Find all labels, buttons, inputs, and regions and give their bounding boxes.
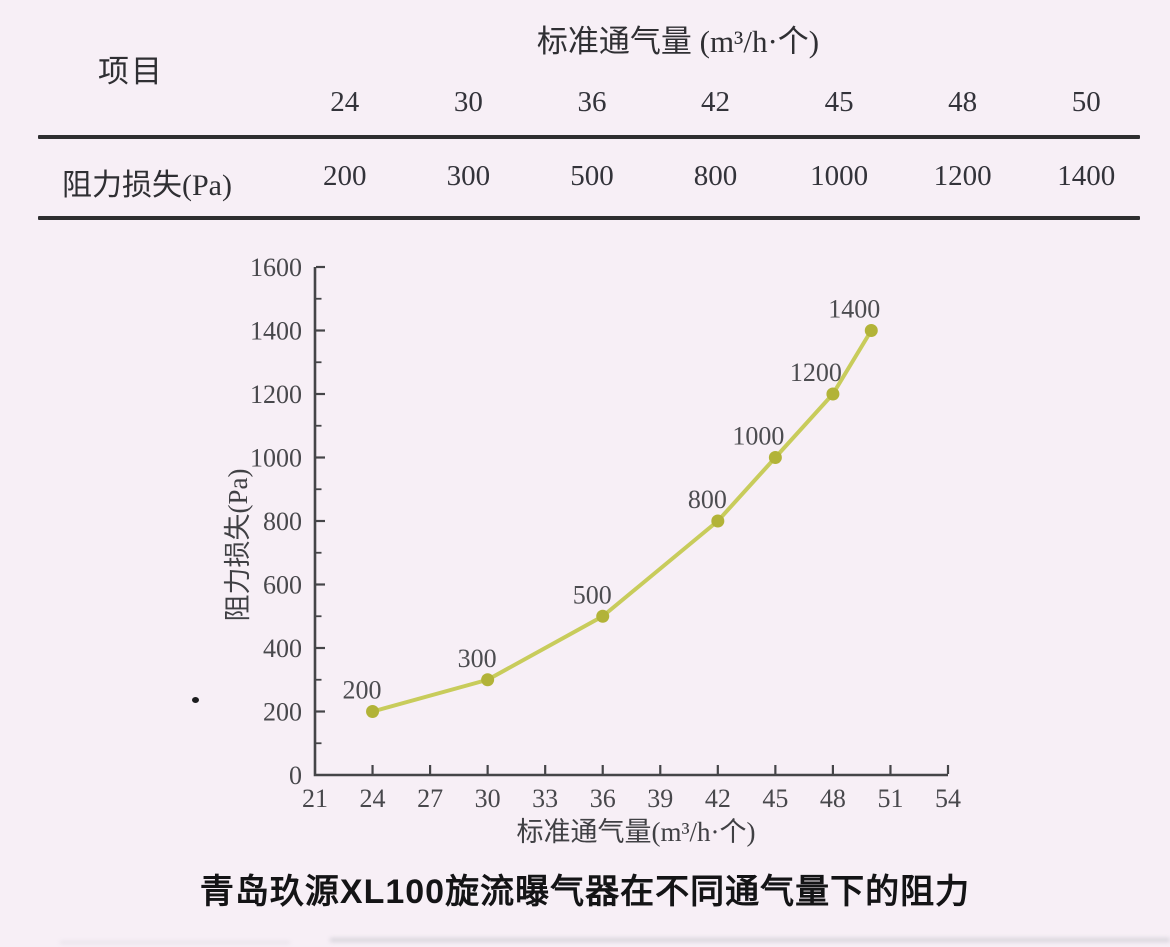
data-point — [711, 514, 725, 528]
scan-speck — [192, 697, 199, 703]
data-point — [481, 673, 495, 687]
y-tick-label: 1200 — [250, 380, 302, 409]
x-tick-label: 24 — [360, 784, 386, 813]
x-tick-label: 48 — [820, 784, 846, 813]
flow-value: 45 — [824, 86, 854, 118]
y-tick-label: 1400 — [250, 317, 302, 346]
flow-value: 24 — [330, 86, 360, 118]
data-point — [366, 705, 380, 718]
point-label: 1200 — [790, 358, 842, 387]
x-tick-label: 33 — [532, 784, 558, 813]
loss-value: 1200 — [933, 160, 992, 192]
x-axis-title: 标准通气量(m³/h·个) — [516, 817, 755, 847]
data-point — [826, 387, 840, 401]
loss-value: 300 — [446, 160, 491, 192]
loss-values-row: 200 300 500 800 1000 1200 1400 — [283, 160, 1148, 193]
loss-value: 800 — [693, 160, 738, 192]
loss-value: 1400 — [1057, 160, 1116, 192]
table-item-header: 项目 — [98, 54, 164, 89]
table-group-header: 标准通气量 (m³/h·个) — [536, 24, 820, 59]
point-label: 1000 — [732, 422, 784, 451]
x-tick-label: 27 — [417, 784, 443, 813]
data-point — [768, 451, 782, 464]
table-rule-top — [38, 135, 1140, 139]
point-label: 200 — [343, 676, 382, 705]
x-tick-label: 21 — [302, 784, 328, 813]
x-tick-label: 42 — [705, 784, 731, 813]
x-tick-label: 54 — [935, 784, 961, 813]
x-tick-label: 39 — [647, 784, 673, 813]
y-tick-label: 1000 — [250, 444, 302, 473]
data-point — [864, 324, 878, 337]
x-tick-label: 45 — [762, 784, 788, 813]
x-tick-label: 36 — [590, 784, 616, 813]
y-axis-title: 阻力损失(Pa) — [223, 469, 253, 622]
flow-value: 30 — [453, 86, 483, 118]
y-tick-label: 200 — [263, 698, 302, 727]
point-label: 1400 — [828, 295, 880, 324]
flow-values-row: 24 30 36 42 45 48 50 — [283, 86, 1148, 119]
y-tick-label: 800 — [263, 507, 302, 536]
table-rule-bottom — [38, 216, 1140, 220]
scan-streak — [60, 941, 290, 944]
point-label: 500 — [573, 580, 612, 609]
flow-value: 42 — [701, 86, 731, 118]
loss-value: 500 — [570, 160, 614, 192]
figure-caption: 青岛玖源XL100旋流曝气器在不同通气量下的阻力 — [199, 873, 971, 911]
point-label: 300 — [458, 644, 497, 673]
point-label: 800 — [688, 485, 727, 514]
table-row-header: 阻力损失(Pa) — [62, 169, 232, 202]
y-tick-label: 0 — [289, 761, 302, 790]
x-tick-label: 51 — [877, 784, 903, 813]
scan-streak — [330, 938, 1170, 942]
y-tick-label: 400 — [263, 634, 302, 663]
x-tick-label: 30 — [475, 784, 501, 813]
flow-value: 48 — [948, 86, 978, 118]
y-tick-label: 1600 — [250, 253, 302, 282]
loss-value: 1000 — [810, 160, 869, 192]
loss-value: 200 — [323, 160, 367, 192]
data-line — [370, 328, 874, 714]
axis-spines — [313, 267, 948, 777]
data-point — [596, 609, 610, 623]
flow-value: 36 — [577, 86, 607, 118]
flow-value: 50 — [1071, 86, 1101, 118]
y-tick-label: 600 — [263, 571, 302, 600]
